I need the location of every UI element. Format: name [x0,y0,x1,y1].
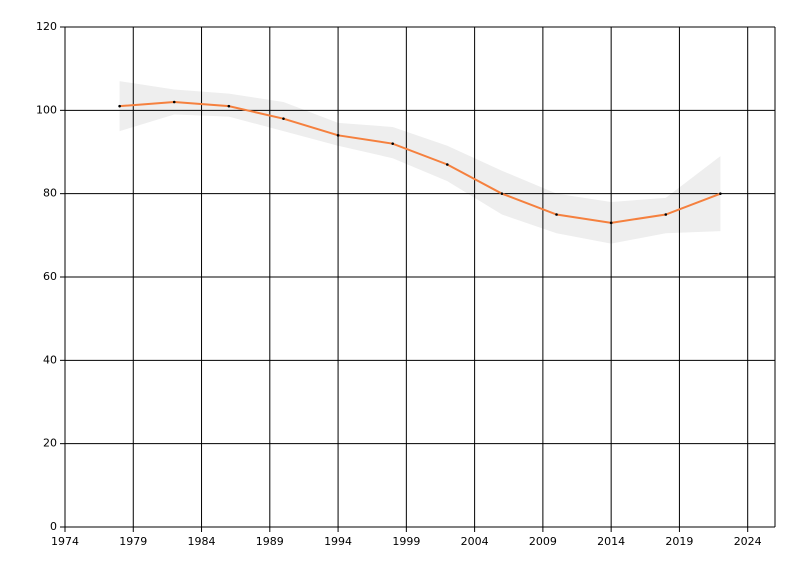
point [172,100,176,104]
y-tick-label: 120 [36,20,57,33]
point [719,192,722,195]
point [555,213,558,216]
point [664,213,668,216]
line [119,100,721,224]
y-tick-label: 80 [43,187,57,200]
x-tick-label: 1999 [392,535,420,548]
point [227,104,231,108]
point [282,117,285,120]
x-tick-label: 1994 [324,535,352,548]
x-tick-label: 1989 [256,535,284,548]
point [446,163,449,166]
x-tick-label: 2004 [461,535,489,548]
x-tick-label: 1974 [51,535,79,548]
point [500,192,504,195]
y-tick-label: 0 [50,520,57,533]
x-tick-label: 1984 [188,535,216,548]
x-tick-label: 2024 [734,535,762,548]
y-tick-label: 60 [43,270,57,283]
x-tick-label: 1979 [119,535,147,548]
point [391,142,394,145]
point [336,134,340,137]
y-tick-label: 20 [43,437,57,450]
x-tick-label: 2019 [665,535,693,548]
x-tick-label: 2009 [529,535,557,548]
x-tick-label: 2014 [597,535,625,548]
point [609,221,613,225]
point [118,104,121,108]
y-tick-label: 40 [43,353,57,366]
y-tick-label: 100 [36,103,57,116]
